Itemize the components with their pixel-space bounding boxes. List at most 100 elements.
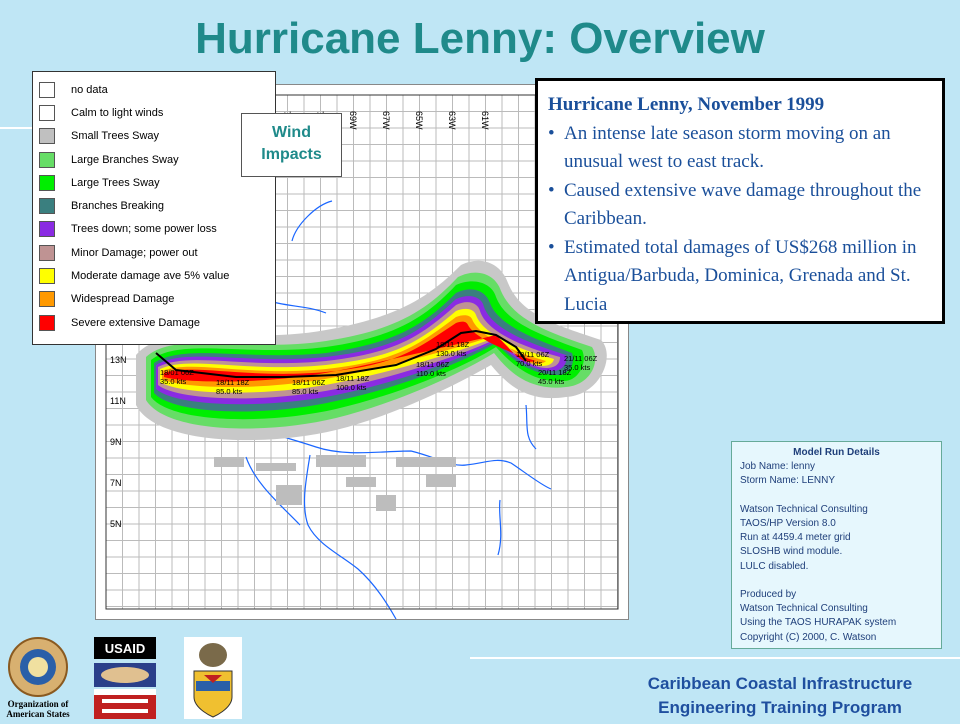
land-stipple <box>214 455 456 511</box>
usaid-logo: USAID <box>94 637 156 719</box>
info-bullet-text: Estimated total damages of US$268 millio… <box>564 236 917 315</box>
wind-legend: no data Calm to light winds Small Trees Sw… <box>32 71 276 345</box>
legend-item: Widespread Damage <box>39 288 275 311</box>
legend-item: Calm to light winds <box>39 101 275 124</box>
legend-swatch <box>39 291 55 308</box>
legend-swatch <box>39 151 55 168</box>
legend-label: no data <box>71 83 108 96</box>
track-label: 18/11 18Z <box>436 340 470 349</box>
info-bullet-text: Caused extensive wave damage throughout … <box>564 179 922 230</box>
oas-logo <box>6 636 70 698</box>
legend-swatch <box>39 244 55 261</box>
track-label: 20/11 18Z <box>538 368 572 377</box>
track-label: 18/01 06Z <box>160 368 194 377</box>
legend-item: Minor Damage; power out <box>39 241 275 264</box>
legend-label: Moderate damage ave 5% value <box>71 270 230 283</box>
track-label: 110.0 kts <box>416 369 446 378</box>
details-line: Watson Technical Consulting <box>740 603 868 615</box>
legend-label: Small Trees Sway <box>71 130 160 143</box>
info-title: Hurricane Lenny, November 1999 <box>548 94 825 115</box>
latitude-label: 7N <box>110 478 122 488</box>
wind-impacts-label: Wind Impacts <box>241 113 342 177</box>
usaid-logo-text: USAID <box>105 641 145 656</box>
info-bullet: • Estimated total damages of US$268 milli… <box>548 234 932 320</box>
legend-swatch <box>39 128 55 145</box>
legend-item: Trees down; some power loss <box>39 218 275 241</box>
legend-label: Trees down; some power loss <box>71 223 217 236</box>
crest-logo <box>184 637 242 719</box>
details-line: SLOSHB wind module. <box>740 546 843 558</box>
coastlines <box>195 200 552 619</box>
legend-label: Minor Damage; power out <box>71 246 198 259</box>
wind-impacts-line2: Impacts <box>261 146 322 163</box>
wind-swath <box>136 260 607 441</box>
details-line: Job Name: lenny <box>740 461 816 473</box>
map-frame <box>105 94 619 610</box>
title-rule <box>0 127 32 129</box>
track-label: 130.0 kts <box>436 349 467 358</box>
longitude-label: 67W <box>381 111 391 130</box>
track-label: 18/11 06Z <box>416 360 450 369</box>
info-bullet-text: An intense late season storm moving on a… <box>564 122 891 173</box>
info-bullet: • An intense late season storm moving on … <box>548 120 932 177</box>
track-label: 70.0 kts <box>516 359 543 368</box>
legend-label: Branches Breaking <box>71 200 164 213</box>
legend-label: Widespread Damage <box>71 293 175 306</box>
details-line: Run at 4459.4 meter grid <box>740 532 851 544</box>
details-line <box>740 489 933 503</box>
legend-item: Branches Breaking <box>39 194 275 217</box>
page-title: Hurricane Lenny: Overview <box>195 14 765 63</box>
track-label: 85.0 kts <box>216 387 243 396</box>
legend-swatch <box>39 104 55 121</box>
bullet-dot: • <box>548 236 555 258</box>
storm-track <box>155 329 527 378</box>
bullet-dot: • <box>548 122 555 144</box>
details-line: Using the TAOS HURAPAK system <box>740 617 897 629</box>
latitude-label: 11N <box>110 396 126 406</box>
track-label: 18/11 06Z <box>292 378 326 387</box>
legend-swatch <box>39 174 55 191</box>
details-line: LULC disabled. <box>740 560 809 572</box>
legend-item: Moderate damage ave 5% value <box>39 264 275 287</box>
legend-swatch <box>39 314 55 331</box>
legend-label: Severe extensive Damage <box>71 316 201 329</box>
legend-item: Large Branches Sway <box>39 148 275 171</box>
legend-swatch <box>39 268 55 285</box>
details-heading: Model Run Details <box>793 447 880 458</box>
track-label: 100.0 kts <box>336 383 367 392</box>
latitude-label: 9N <box>110 437 122 447</box>
longitude-label: 69W <box>348 111 358 130</box>
legend-swatch <box>39 198 55 215</box>
longitude-label: 65W <box>414 111 424 130</box>
footer-line1: Caribbean Coastal Infrastructure <box>647 674 913 693</box>
footer: Caribbean Coastal Infrastructure Enginee… <box>610 672 950 720</box>
footer-line2: Engineering Training Program <box>658 698 902 717</box>
bullet-dot: • <box>548 179 555 201</box>
legend-item: Severe extensive Damage <box>39 311 275 334</box>
details-line: Storm Name: LENNY <box>740 475 836 487</box>
legend-item: no data <box>39 78 275 101</box>
track-label: 35.0 kts <box>564 363 591 372</box>
latitude-label: 5N <box>110 519 122 529</box>
track-label: 18/11 06Z <box>516 350 550 359</box>
latitude-label: 13N <box>110 355 127 365</box>
footer-rule <box>470 657 960 659</box>
details-line <box>740 574 933 588</box>
info-bullet: • Caused extensive wave damage throughout… <box>548 177 932 234</box>
track-label: 35.0 kts <box>160 377 187 386</box>
legend-label: Large Trees Sway <box>71 176 160 189</box>
model-run-details: Model Run Details Job Name: lenny Storm N… <box>731 441 942 649</box>
info-box: Hurricane Lenny, November 1999 • An inten… <box>535 78 945 324</box>
track-label: 18/11 18Z <box>216 378 250 387</box>
details-line: TAOS/HP Version 8.0 <box>740 518 836 530</box>
legend-item: Large Trees Sway <box>39 171 275 194</box>
longitude-label: 61W <box>480 111 490 130</box>
track-label: 45.0 kts <box>538 377 565 386</box>
legend-label: Large Branches Sway <box>71 153 179 166</box>
details-line: Copyright (C) 2000, C. Watson <box>740 631 877 643</box>
track-label: 18/11 18Z <box>336 374 370 383</box>
legend-swatch <box>39 81 55 98</box>
details-line: Produced by <box>740 589 797 601</box>
details-line: Watson Technical Consulting <box>740 503 868 515</box>
